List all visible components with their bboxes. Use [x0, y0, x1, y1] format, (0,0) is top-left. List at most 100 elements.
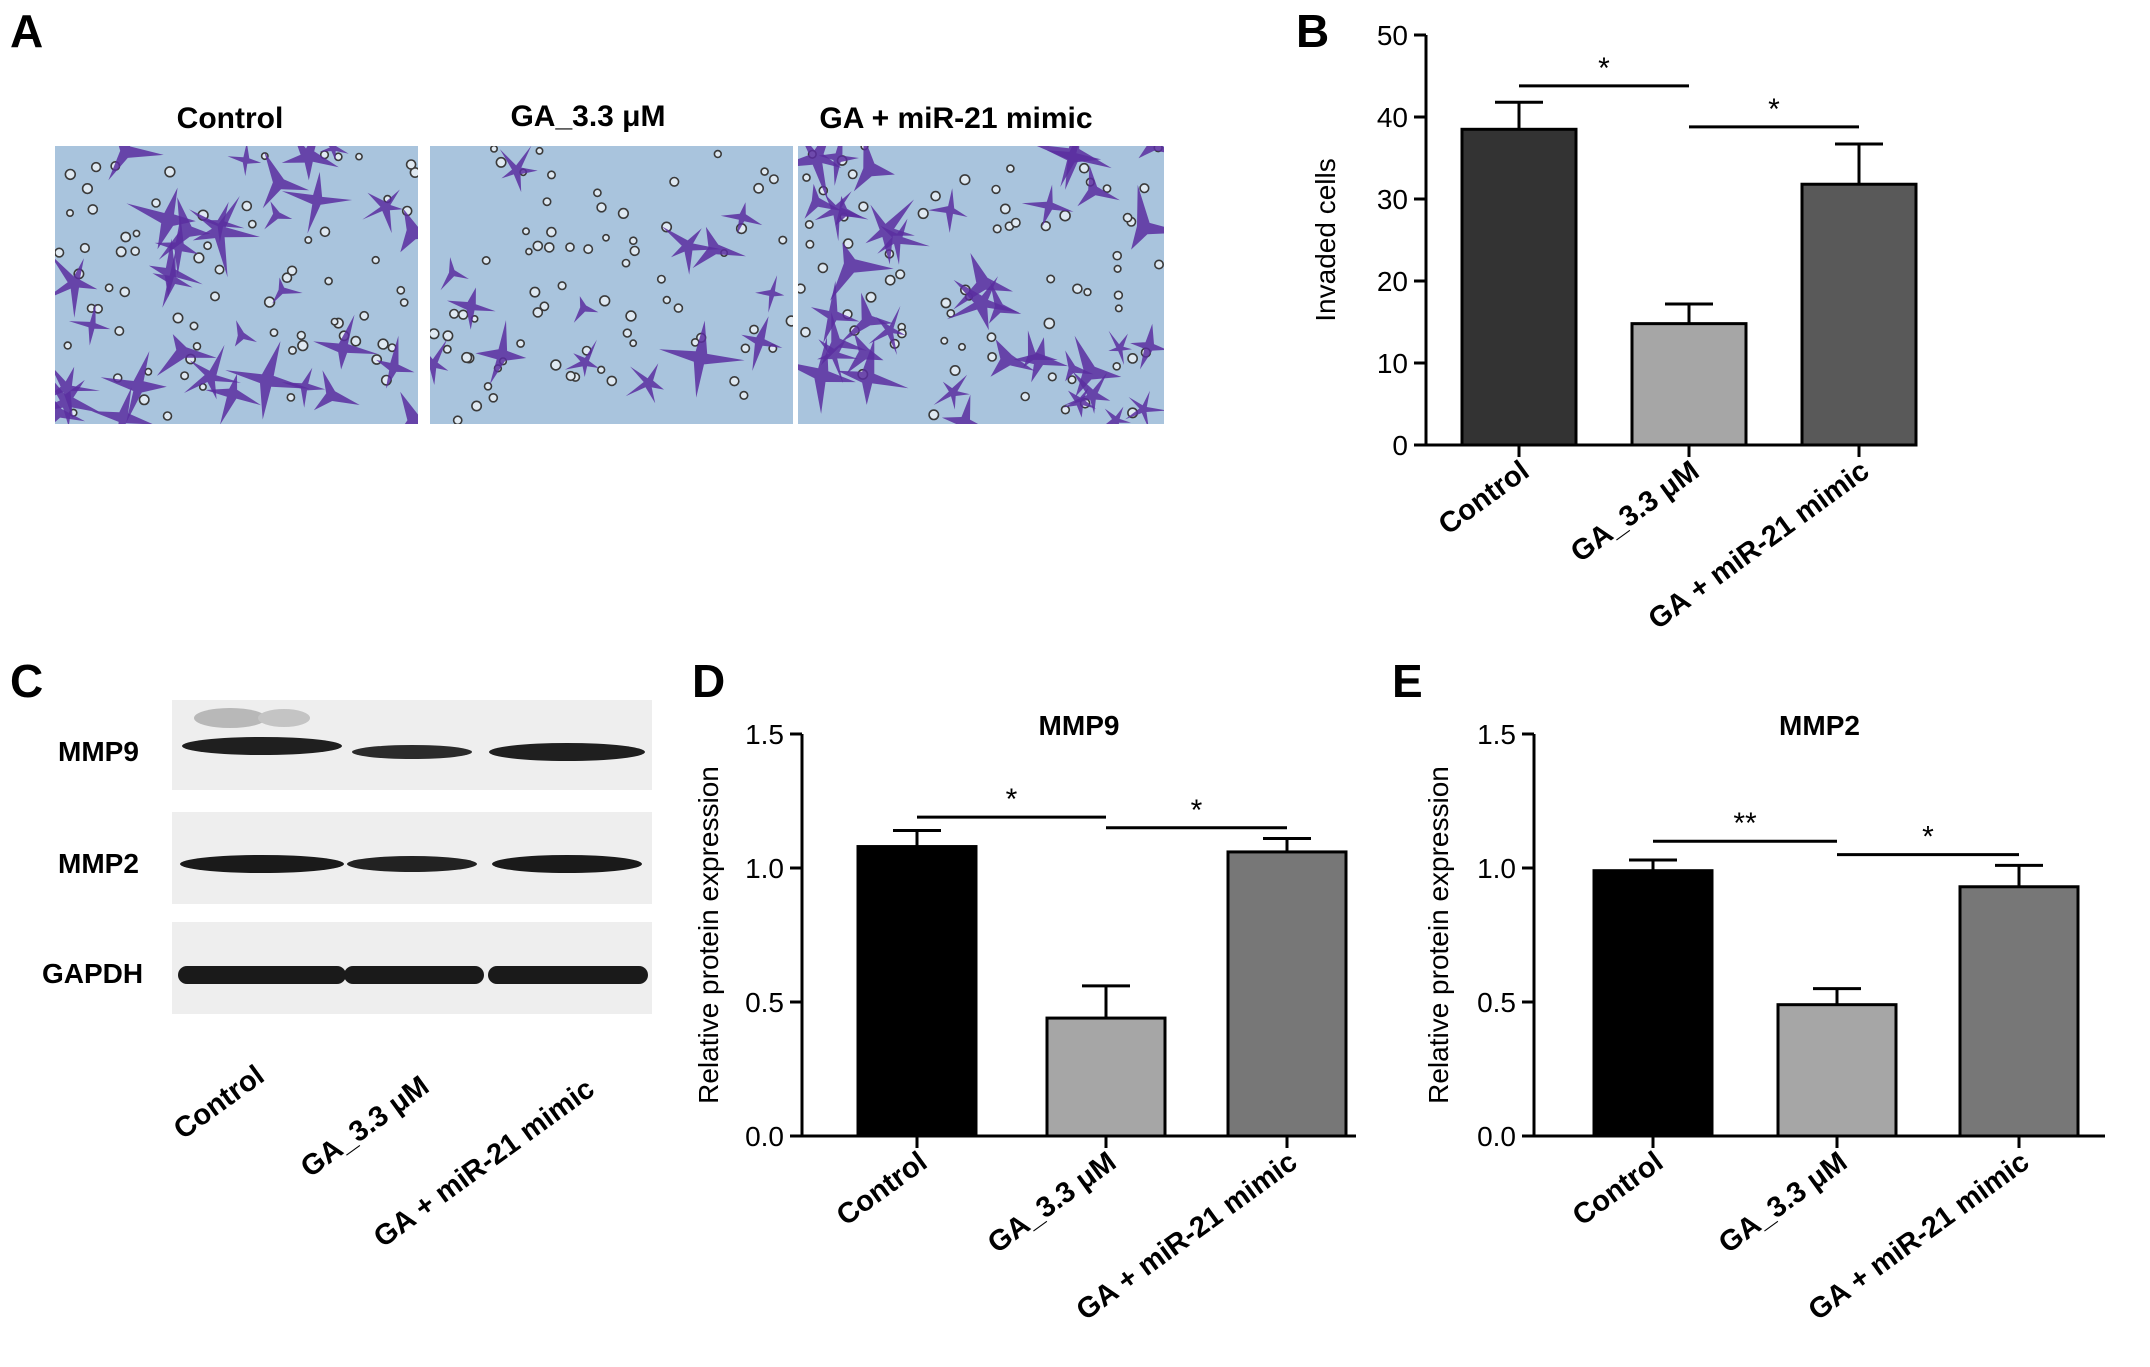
invaded-cell [846, 333, 884, 374]
invaded-cell [661, 226, 722, 275]
invaded-cell [933, 374, 970, 410]
membrane-pore [1067, 375, 1077, 385]
membrane-pore [532, 307, 544, 318]
y-tick-label: 0.0 [1477, 1121, 1516, 1152]
membrane-pore [1083, 287, 1092, 297]
membrane-pore [930, 190, 941, 202]
invaded-cell [91, 387, 153, 424]
membrane-pore [90, 161, 102, 173]
membrane-pore [625, 310, 637, 322]
membrane-pore [550, 359, 562, 371]
invaded-cell [400, 391, 418, 424]
x-tick-label: Control [1567, 1146, 1669, 1232]
band-mmp9-control [182, 737, 342, 755]
membrane-pore [884, 274, 896, 286]
bar [1776, 1003, 1898, 1138]
significance-marker: * [1598, 52, 1610, 85]
membrane-pore [119, 286, 131, 298]
membrane-pore [442, 344, 452, 354]
membrane-pore [120, 231, 132, 243]
membrane-pore [895, 269, 906, 280]
invaded-cell [818, 146, 859, 186]
invaded-cell [814, 191, 869, 242]
membrane-pore [785, 315, 793, 327]
invaded-cell [720, 202, 763, 234]
membrane-pore [740, 343, 751, 354]
membrane-pore [817, 262, 829, 274]
membrane-pore [565, 370, 576, 382]
band-mmp2-ga-mimic [492, 855, 642, 873]
membrane-pore [263, 296, 276, 308]
membrane-pore [798, 283, 806, 294]
band-mmp2-ga [347, 856, 477, 872]
membrane-pore [286, 265, 298, 276]
y-tick-label: 40 [1377, 102, 1408, 133]
invaded-cell [313, 370, 360, 411]
invaded-cell [205, 374, 262, 424]
membrane-pore [599, 295, 611, 307]
membrane-pore [940, 336, 949, 345]
invaded-cell [877, 218, 930, 265]
invaded-cell [928, 188, 968, 233]
membrane-pore [865, 291, 877, 303]
membrane-pore [64, 168, 76, 181]
invaded-cell [55, 379, 101, 424]
membrane-pore [546, 226, 557, 238]
membrane-pore [1112, 362, 1122, 371]
blot-label-mmp2: MMP2 [58, 848, 139, 879]
membrane-pore [544, 242, 555, 253]
membrane-pore [602, 233, 610, 242]
micrograph-control-image [55, 146, 418, 424]
membrane-pore [481, 256, 491, 266]
membrane-pore [802, 173, 811, 182]
invaded-cell [319, 146, 349, 161]
membrane-pore [669, 176, 680, 187]
invaded-cell [376, 335, 415, 389]
blot-strip-mmp9 [172, 700, 652, 790]
membrane-pore [749, 324, 759, 335]
invaded-cell [262, 151, 310, 209]
membrane-pore [739, 390, 749, 400]
membrane-pore [1078, 162, 1090, 174]
micrograph-ga [430, 146, 793, 424]
membrane-pore [87, 204, 99, 215]
membrane-pore [1060, 405, 1071, 415]
invaded-cell [227, 146, 262, 177]
membrane-pore [132, 229, 141, 238]
blot-label-mmp9: MMP9 [58, 736, 139, 767]
membrane-pore [999, 203, 1011, 215]
membrane-pore [729, 376, 740, 387]
chart-title: MMP9 [1039, 710, 1120, 741]
invaded-cell [1130, 323, 1164, 370]
membrane-pore [532, 240, 544, 252]
invaded-cell [1104, 406, 1131, 424]
membrane-pore [1112, 250, 1123, 261]
membrane-pore [621, 258, 631, 268]
membrane-pore [557, 281, 567, 291]
membrane-pore [355, 152, 363, 161]
membrane-pore [399, 298, 409, 307]
membrane-pore [458, 309, 469, 320]
membrane-pore [172, 312, 184, 324]
bar [1226, 850, 1348, 1138]
y-tick-label: 1.5 [745, 719, 784, 750]
micrograph-title-ga-mimic: GA + miR-21 mimic [819, 102, 1093, 135]
invaded-cell [941, 394, 979, 424]
membrane-pore [151, 198, 161, 208]
membrane-pore [622, 328, 633, 338]
membrane-pore [1020, 391, 1030, 402]
invaded-cell [564, 339, 599, 377]
invaded-cell [1062, 387, 1096, 418]
membrane-pore [297, 339, 309, 352]
micrograph-title-control: Control [176, 102, 284, 135]
invaded-cell [440, 257, 469, 291]
membrane-pore [286, 392, 296, 402]
membrane-pore [713, 149, 722, 159]
y-tick-label: 30 [1377, 184, 1408, 215]
membrane-pore [597, 365, 606, 375]
invaded-cell [804, 183, 843, 219]
membrane-pore [991, 184, 1001, 195]
y-tick-label: 1.0 [1477, 853, 1516, 884]
invaded-cell [1065, 350, 1094, 382]
